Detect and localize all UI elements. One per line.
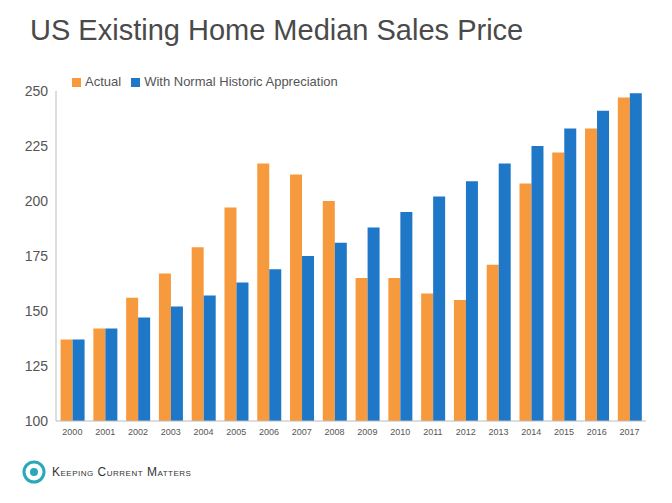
html-text:Keeping Current Matters: Keeping Current Matters <box>52 465 192 479</box>
svg-text:2002: 2002 <box>128 427 148 437</box>
svg-text:2013: 2013 <box>488 427 508 437</box>
svg-text:2010: 2010 <box>390 427 410 437</box>
svg-text:100: 100 <box>25 413 49 429</box>
svg-text:250: 250 <box>25 83 49 99</box>
svg-text:2007: 2007 <box>292 427 312 437</box>
svg-text:2014: 2014 <box>521 427 541 437</box>
svg-text:2016: 2016 <box>587 427 607 437</box>
svg-text:2012: 2012 <box>456 427 476 437</box>
svg-text:2004: 2004 <box>193 427 213 437</box>
html-text:With Normal Historic Appreciat: With Normal Historic Appreciation <box>144 74 338 89</box>
svg-text:2008: 2008 <box>325 427 345 437</box>
svg-text:175: 175 <box>25 248 49 264</box>
html-text:Actual: Actual <box>85 74 122 89</box>
svg-text:150: 150 <box>25 303 49 319</box>
svg-text:2000: 2000 <box>62 427 82 437</box>
svg-text:2006: 2006 <box>259 427 279 437</box>
svg-text:2001: 2001 <box>95 427 115 437</box>
svg-text:2017: 2017 <box>620 427 640 437</box>
svg-text:2003: 2003 <box>161 427 181 437</box>
svg-text:225: 225 <box>25 138 49 154</box>
svg-text:2011: 2011 <box>423 427 442 437</box>
svg-text:2015: 2015 <box>554 427 574 437</box>
svg-text:2009: 2009 <box>357 427 377 437</box>
svg-text:200: 200 <box>25 193 49 209</box>
svg-text:125: 125 <box>25 358 49 374</box>
html-text:US Existing Home Median Sales: US Existing Home Median Sales Price <box>30 14 524 46</box>
svg-text:2005: 2005 <box>226 427 246 437</box>
